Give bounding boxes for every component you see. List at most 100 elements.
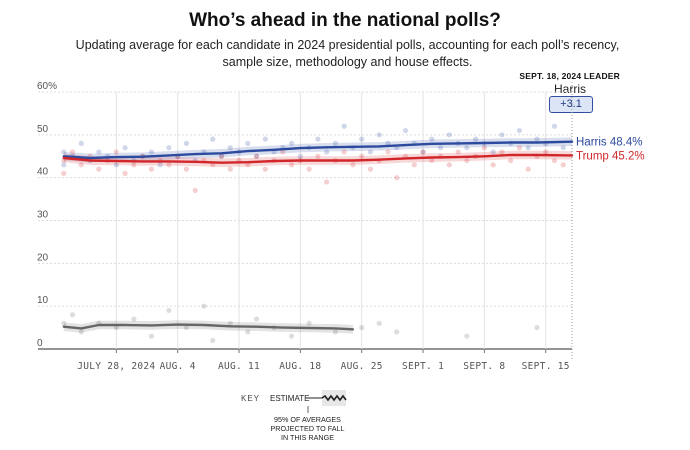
x-tick-label: AUG. 18 xyxy=(279,361,321,372)
trump-poll-dot xyxy=(429,157,435,164)
axis-labels: 0 10 20 30 40 50 60% JULY 28, 2024 AUG. 4 AUG. 11… xyxy=(37,81,645,372)
harris-poll-dot xyxy=(464,145,470,151)
x-tick-label: SEPT. 8 xyxy=(463,361,505,372)
x-tick-label: SEPT. 15 xyxy=(522,361,570,372)
harris-poll-dot xyxy=(324,149,330,155)
trump-poll-dot xyxy=(245,162,251,168)
harris-poll-dot xyxy=(332,140,339,146)
trump-poll-dot xyxy=(306,166,312,172)
trump-poll-dot xyxy=(551,157,558,164)
harris-poll-dot xyxy=(490,149,496,155)
trump-poll-dot xyxy=(183,166,190,172)
trump-poll-dot xyxy=(464,157,470,164)
key-band xyxy=(322,390,346,406)
trump-poll-dot xyxy=(288,162,295,168)
harris-poll-dot xyxy=(166,145,172,151)
harris-poll-dot xyxy=(359,136,365,142)
other-poll-dot xyxy=(131,316,137,322)
trump-poll-dot xyxy=(543,149,549,155)
confidence-bands xyxy=(63,137,573,334)
harris-poll-dot xyxy=(402,127,409,134)
trump-poll-dot xyxy=(148,166,154,172)
trump-poll-dot xyxy=(315,153,321,159)
harris-poll-dot xyxy=(253,153,260,159)
trump-poll-dot xyxy=(96,166,102,172)
other-poll-dot xyxy=(306,320,312,326)
harris-end-label: Harris 48.4% xyxy=(576,137,642,149)
harris-poll-dot xyxy=(245,140,251,146)
other-poll-dot xyxy=(288,333,295,339)
harris-poll-dot xyxy=(499,132,505,138)
trump-poll-dot xyxy=(516,145,523,151)
harris-poll-dot xyxy=(122,145,128,151)
harris-poll-dot xyxy=(341,123,347,129)
harris-poll-dot xyxy=(446,132,452,138)
y-tick-label: 20 xyxy=(37,252,49,263)
other-band xyxy=(63,320,353,334)
harris-poll-dot xyxy=(385,140,391,146)
trump-poll-dot xyxy=(113,149,119,155)
harris-poll-dot xyxy=(551,123,558,129)
harris-poll-dot xyxy=(315,136,321,142)
other-poll-dot xyxy=(464,333,470,339)
trump-poll-dot xyxy=(166,162,172,168)
y-tick-label: 0 xyxy=(37,338,43,349)
harris-poll-dot xyxy=(210,136,216,142)
harris-poll-dot xyxy=(420,149,426,155)
trump-poll-dot xyxy=(420,149,426,155)
other-poll-dot xyxy=(183,324,190,331)
x-tick-label: JULY 28, 2024 xyxy=(77,361,155,372)
trump-poll-dot xyxy=(560,162,566,168)
y-tick-label: 60% xyxy=(37,81,57,92)
other-poll-dot xyxy=(394,329,400,335)
trump-end-label: Trump 45.2% xyxy=(576,150,645,162)
trump-poll-dot xyxy=(385,149,391,155)
trump-poll-dot xyxy=(490,162,496,168)
x-tick-label: AUG. 11 xyxy=(218,361,260,372)
other-poll-dot xyxy=(253,316,260,322)
harris-poll-dot xyxy=(96,149,102,155)
trump-poll-dot xyxy=(394,175,400,181)
gridlines xyxy=(38,82,573,359)
harris-poll-dot xyxy=(534,136,540,142)
trump-poll-dot xyxy=(446,162,452,168)
trump-poll-dot xyxy=(78,162,84,168)
other-poll-dot xyxy=(359,324,365,331)
harris-poll-dot xyxy=(61,162,67,168)
y-tick-label: 40 xyxy=(37,167,49,178)
trump-poll-dot xyxy=(192,187,198,194)
harris-poll-dot xyxy=(437,145,444,151)
other-poll-dot xyxy=(376,320,382,326)
trump-poll-dot xyxy=(131,162,137,168)
leader-heading: SEPT. 18, 2024 LEADER xyxy=(519,71,620,81)
harris-poll-dot xyxy=(227,145,233,151)
other-poll-dot xyxy=(69,312,76,318)
harris-poll-dot xyxy=(157,162,163,168)
trump-poll-dot xyxy=(481,145,487,151)
other-poll-dot xyxy=(166,307,172,314)
key-range-note: 95% OF AVERAGES PROJECTED TO FALL IN THI… xyxy=(270,415,345,442)
trump-poll-dot xyxy=(455,149,461,155)
harris-poll-dot xyxy=(78,140,84,146)
other-poll-dot xyxy=(201,303,207,309)
key-line xyxy=(321,394,347,402)
trump-poll-dot xyxy=(122,170,128,176)
harris-poll-dot xyxy=(560,145,566,151)
trump-poll-dot xyxy=(350,162,356,168)
y-tick-label: 10 xyxy=(37,295,49,306)
harris-poll-dot xyxy=(525,145,531,151)
x-tick-label: SEPT. 1 xyxy=(402,361,444,372)
harris-trend-line xyxy=(62,140,574,160)
harris-poll-dot xyxy=(113,162,119,168)
other-poll-dot xyxy=(245,329,251,335)
trump-poll-dot xyxy=(280,149,286,155)
other-poll-dot xyxy=(534,324,540,331)
chart-subtitle: Updating average for each candidate in 2… xyxy=(75,38,620,69)
harris-poll-dot xyxy=(376,132,382,138)
harris-poll-dot xyxy=(262,136,268,142)
leader-margin-badge: +3.1 xyxy=(549,96,593,113)
harris-poll-dot xyxy=(297,153,303,159)
harris-poll-dot xyxy=(516,127,523,134)
y-tick-label: 30 xyxy=(37,210,49,221)
